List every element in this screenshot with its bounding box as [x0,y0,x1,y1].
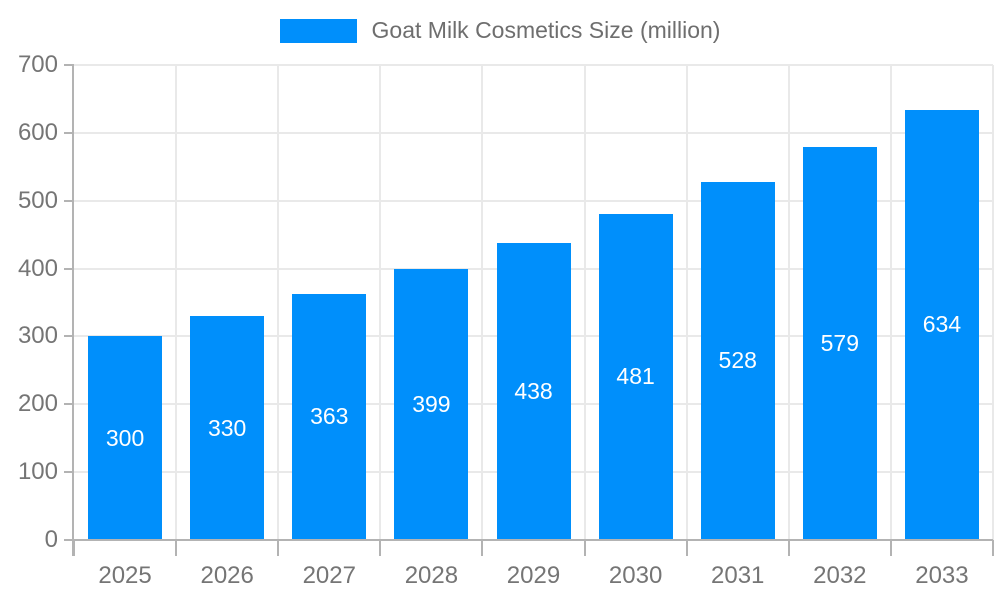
v-gridline [787,65,790,540]
x-tick-label: 2026 [200,562,254,589]
y-axis-line [72,65,74,556]
y-tick-label: 100 [17,458,58,486]
bar-value-label: 481 [616,363,655,390]
x-tick [787,540,790,556]
y-tick-label: 0 [44,526,58,553]
bar-2025[interactable]: 300 [88,336,163,540]
legend-label: Goat Milk Cosmetics Size (million) [371,17,721,43]
y-tick [64,471,74,474]
bar-2032[interactable]: 579 [802,147,877,540]
x-tick-label: 2025 [98,562,152,589]
bar-value-label: 438 [514,377,553,404]
bar-2028[interactable]: 399 [394,269,469,540]
x-tick [992,540,994,556]
x-tick [583,540,586,556]
y-tick-label: 700 [17,51,58,78]
legend-swatch-icon [279,18,357,43]
h-gridline [74,131,993,134]
bar-value-label: 300 [105,424,145,451]
x-tick-label: 2031 [711,562,765,589]
y-tick-label: 300 [17,322,58,350]
x-tick [481,540,484,556]
v-gridline [277,65,280,540]
x-tick [889,540,892,556]
y-tick-label: 600 [17,118,58,146]
v-gridline [889,65,892,540]
x-tick-label: 2033 [915,562,969,589]
bar-2027[interactable]: 363 [292,293,367,540]
bar-value-label: 579 [820,330,860,357]
plot-area: 300 330 363 399 438 481 528 579 634 [74,64,994,540]
y-tick-label: 200 [17,390,58,418]
y-tick [64,64,74,66]
x-tick-label: 2028 [404,562,459,589]
v-gridline [583,65,586,540]
y-tick [64,267,74,270]
x-tick [277,540,280,556]
x-tick-label: 2029 [506,562,561,589]
bar-2031[interactable]: 528 [700,181,775,540]
v-gridline [175,65,178,540]
y-tick [64,403,74,406]
x-tick-label: 2032 [813,562,867,589]
x-tick [175,540,178,556]
chart-legend: Goat Milk Cosmetics Size (million) [0,17,1000,44]
legend-item[interactable]: Goat Milk Cosmetics Size (million) [279,17,721,44]
bar-value-label: 634 [922,311,962,338]
y-tick [64,199,74,202]
x-tick [379,540,382,556]
bar-2026[interactable]: 330 [190,316,265,540]
bar-value-label: 399 [412,391,451,418]
bar-value-label: 363 [310,403,349,430]
y-tick [64,335,74,338]
bar-2033[interactable]: 634 [904,109,979,540]
bar-2030[interactable]: 481 [598,213,673,540]
v-gridline [481,65,484,540]
v-gridline [992,65,994,540]
bar-value-label: 528 [718,347,757,374]
x-axis-line [64,539,993,541]
x-tick-label: 2030 [608,562,663,589]
bar-value-label: 330 [207,414,247,441]
y-tick-label: 400 [17,254,58,282]
h-gridline [74,199,993,202]
x-tick-label: 2027 [302,562,356,589]
x-tick [73,540,75,556]
h-gridline [74,64,993,66]
v-gridline [379,65,382,540]
y-tick [64,131,74,134]
bar-2029[interactable]: 438 [496,242,571,540]
y-tick-label: 500 [17,186,58,214]
v-gridline [685,65,688,540]
x-tick [685,540,688,556]
